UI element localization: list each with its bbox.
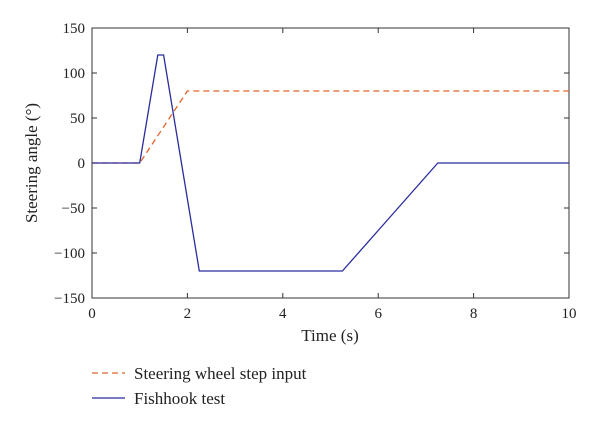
- series-layer: [92, 54, 569, 272]
- x-tick-label: 0: [88, 306, 96, 322]
- series-line-fishhook: [92, 54, 569, 272]
- y-tick-label: −150: [54, 291, 85, 307]
- legend-label: Steering wheel step input: [134, 364, 307, 383]
- x-tick-label: 4: [279, 306, 287, 322]
- y-tick-label: 150: [63, 21, 86, 37]
- x-axis-ticks: 0 2 4 6 8 10: [88, 28, 577, 322]
- y-axis-title: Steering angle (°): [22, 103, 41, 223]
- x-tick-label: 8: [470, 306, 478, 322]
- y-axis-ticks: 150 100 50 0 −50 −100 −150: [54, 21, 569, 307]
- y-tick-label: 50: [70, 111, 85, 127]
- legend: Steering wheel step input Fishhook test: [92, 364, 307, 408]
- y-tick-label: 0: [78, 156, 86, 172]
- x-axis-title: Time (s): [301, 326, 358, 345]
- y-tick-label: 100: [63, 66, 86, 82]
- y-tick-label: −100: [54, 246, 85, 262]
- y-tick-label: −50: [62, 201, 85, 217]
- x-tick-label: 2: [184, 306, 192, 322]
- x-tick-label: 10: [562, 306, 577, 322]
- legend-label: Fishhook test: [134, 389, 225, 408]
- x-tick-label: 6: [374, 306, 382, 322]
